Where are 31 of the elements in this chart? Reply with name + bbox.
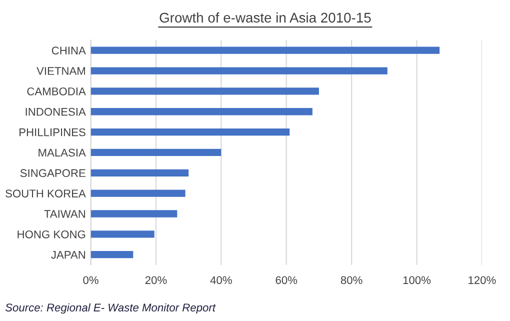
bar — [90, 251, 134, 258]
y-tick-label: SINGAPORE — [20, 169, 86, 178]
y-tick-label: INDONESIA — [26, 108, 86, 116]
bar — [90, 148, 222, 156]
bar — [90, 88, 319, 95]
y-tick-label: CAMBODIA — [27, 87, 86, 96]
y-tick-label: HONG KONG — [18, 230, 86, 238]
y-tick-label: CHINA — [52, 46, 86, 54]
bar — [90, 46, 440, 54]
bar — [90, 108, 312, 116]
y-tick-label: SOUTH KOREA — [6, 190, 86, 198]
bar — [90, 190, 186, 197]
chart-title: Growth of e-waste in Asia 2010-15 — [160, 12, 371, 23]
x-tick-label: 80% — [340, 276, 362, 284]
x-tick-label: 0% — [83, 276, 98, 284]
y-tick-label: TAIWAN — [44, 210, 86, 218]
y-tick-label: VIETNAM — [36, 67, 86, 75]
source-note: Source: Regional E- Waste Monitor Report — [5, 303, 216, 314]
bar — [90, 128, 290, 136]
y-tick-label: JAPAN — [51, 250, 86, 259]
y-tick-label: MALASIA — [38, 148, 86, 157]
x-tick-label: 120% — [468, 276, 496, 284]
x-tick-label: 20% — [145, 276, 167, 284]
x-tick-label: 40% — [210, 276, 232, 284]
x-tick-label: 100% — [403, 276, 431, 284]
bar — [90, 67, 388, 74]
y-tick-label: PHILLIPINES — [20, 128, 86, 136]
bar — [90, 210, 178, 218]
bar — [90, 169, 189, 176]
x-tick-label: 60% — [276, 276, 298, 284]
bar — [90, 230, 154, 238]
